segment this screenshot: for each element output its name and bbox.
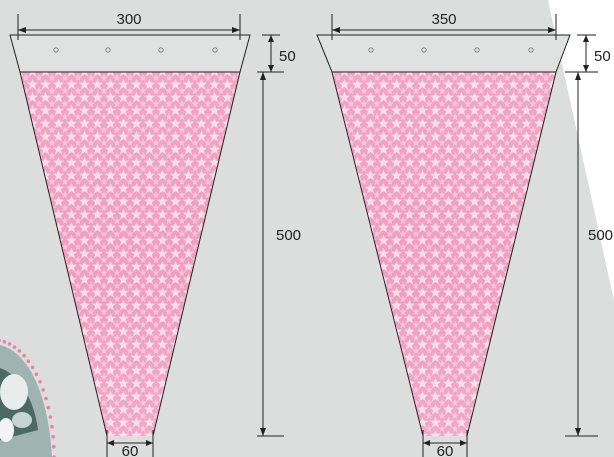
- dimension-body-height: 500: [257, 71, 301, 437]
- body-height-label: 500: [276, 227, 301, 244]
- photo-border-dot: [48, 415, 53, 419]
- photo-border-dot: [38, 380, 42, 384]
- photo-border-dot: [46, 405, 51, 410]
- hole-marker: [368, 47, 374, 53]
- bottom-width-label: 60: [437, 443, 454, 457]
- photo-border-dot: [50, 424, 54, 429]
- photo-border-dot: [44, 396, 48, 401]
- photo-border-dot: [7, 342, 12, 346]
- top-width-label: 350: [431, 11, 456, 28]
- flower-photo-corner: [0, 345, 52, 457]
- hole-marker: [474, 47, 480, 53]
- photo-border-dot: [26, 359, 31, 364]
- photo-border-dot: [34, 372, 39, 377]
- photo-border-dot: [51, 434, 55, 439]
- photo-border-dot: [52, 445, 56, 449]
- sleeve-header: [316, 34, 571, 73]
- hole-marker: [528, 47, 534, 53]
- hole-marker: [421, 47, 427, 53]
- hole-marker: [53, 47, 59, 53]
- dimension-top-width: 300: [17, 11, 241, 40]
- photo-border-dot: [0, 338, 1, 343]
- hole-marker: [158, 47, 164, 53]
- header-height-label: 50: [594, 48, 611, 65]
- dimension-body-height: 500: [565, 71, 613, 437]
- body-height-label: 500: [588, 227, 613, 244]
- photo-border-dot: [22, 353, 26, 358]
- bottom-width-label: 60: [122, 443, 139, 457]
- top-width-label: 300: [116, 11, 141, 28]
- photo-border-dot: [2, 340, 7, 344]
- hole-marker: [212, 47, 218, 53]
- dimension-top-width: 350: [331, 11, 557, 40]
- photo-border-dot: [17, 349, 22, 353]
- hole-marker: [105, 47, 111, 53]
- photo-border-dot: [30, 365, 35, 370]
- sleeve-header: [9, 34, 251, 73]
- header-height-label: 50: [279, 48, 296, 65]
- backdrop-highlight: [548, 0, 614, 300]
- photo-dotted-border: [0, 338, 56, 457]
- dimension-header-height: 50: [262, 34, 296, 73]
- dimension-bottom-width: 60: [422, 430, 468, 457]
- photo-border-dot: [12, 345, 17, 349]
- photo-border-dot: [41, 388, 45, 392]
- dimension-bottom-width: 60: [106, 430, 154, 457]
